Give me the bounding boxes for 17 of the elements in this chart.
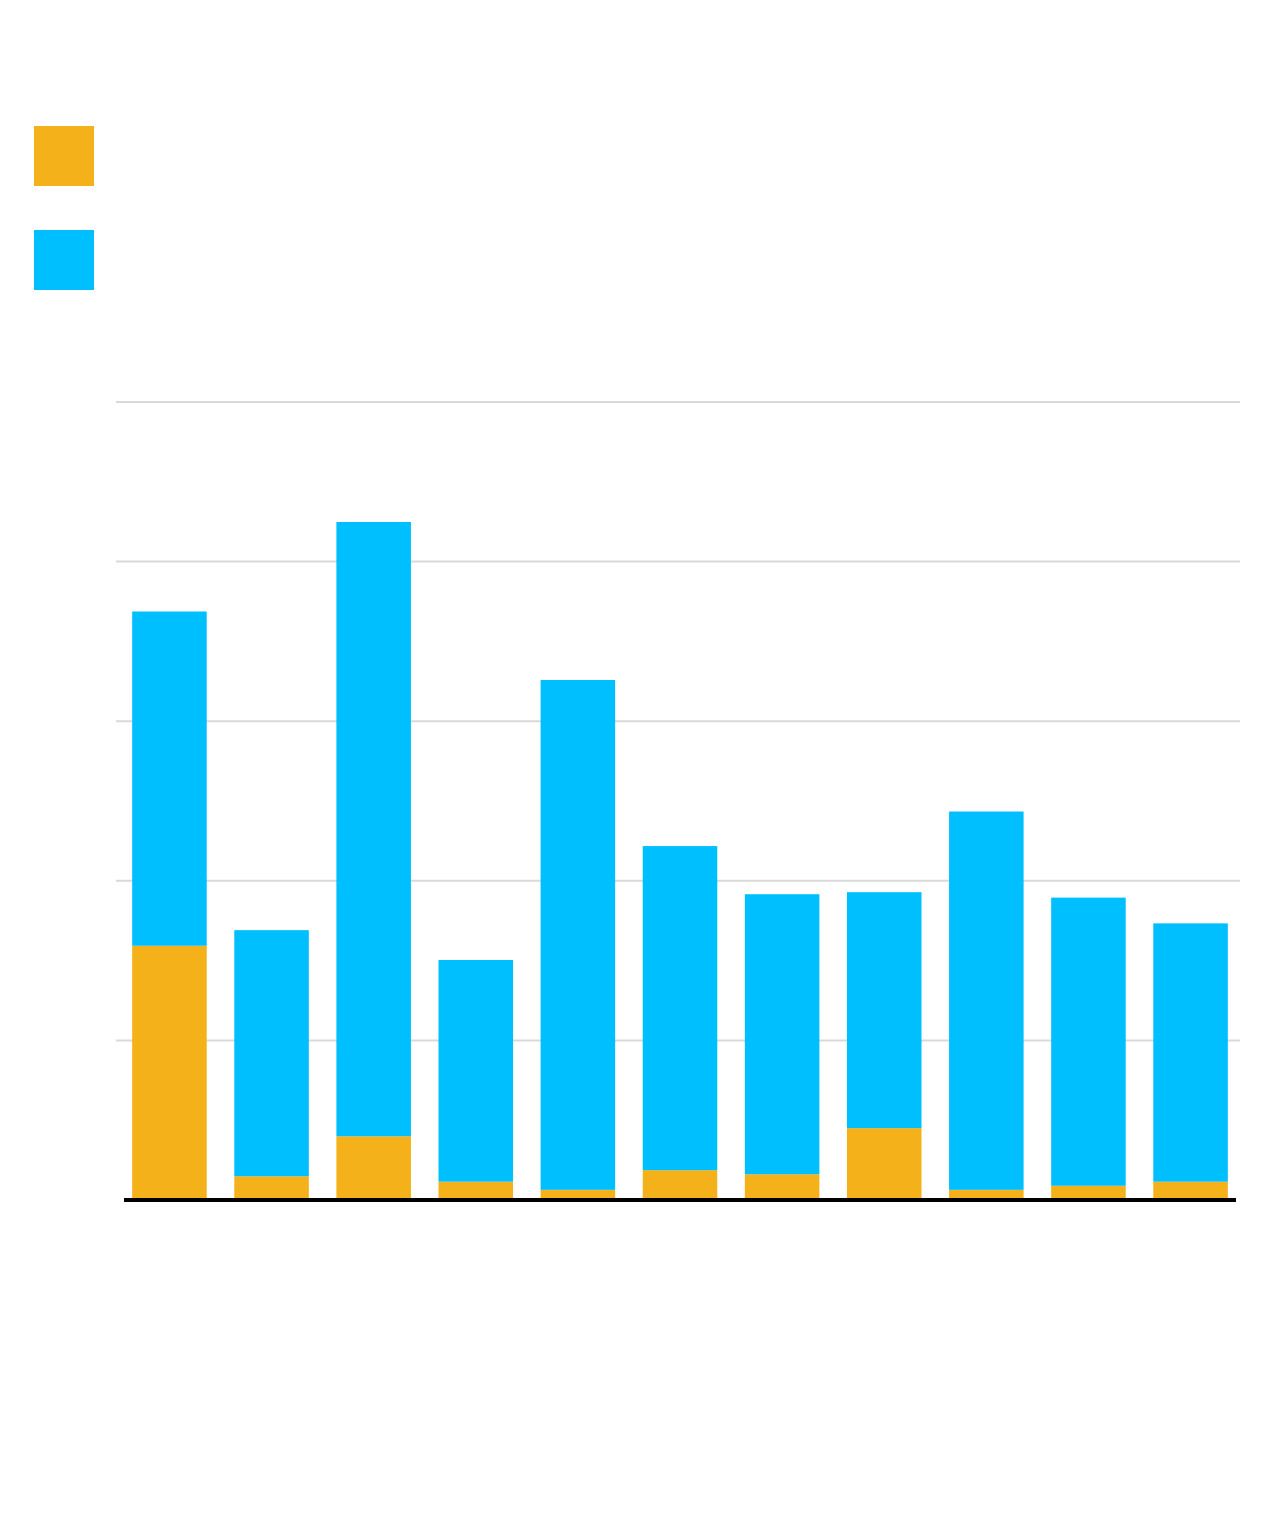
bar — [846, 1128, 922, 1200]
bar — [642, 1170, 718, 1200]
bar — [234, 1176, 309, 1200]
bar — [846, 892, 922, 1129]
bar — [234, 930, 309, 1177]
bar — [1153, 923, 1228, 1182]
bar — [744, 894, 820, 1175]
bar — [540, 679, 616, 1190]
bar — [949, 811, 1024, 1190]
bar — [132, 611, 207, 946]
bar — [336, 1136, 411, 1200]
bar — [1051, 897, 1126, 1186]
bar — [438, 959, 514, 1182]
bar — [744, 1174, 820, 1200]
bar — [336, 522, 411, 1137]
bar — [132, 945, 207, 1200]
bar — [642, 846, 718, 1171]
